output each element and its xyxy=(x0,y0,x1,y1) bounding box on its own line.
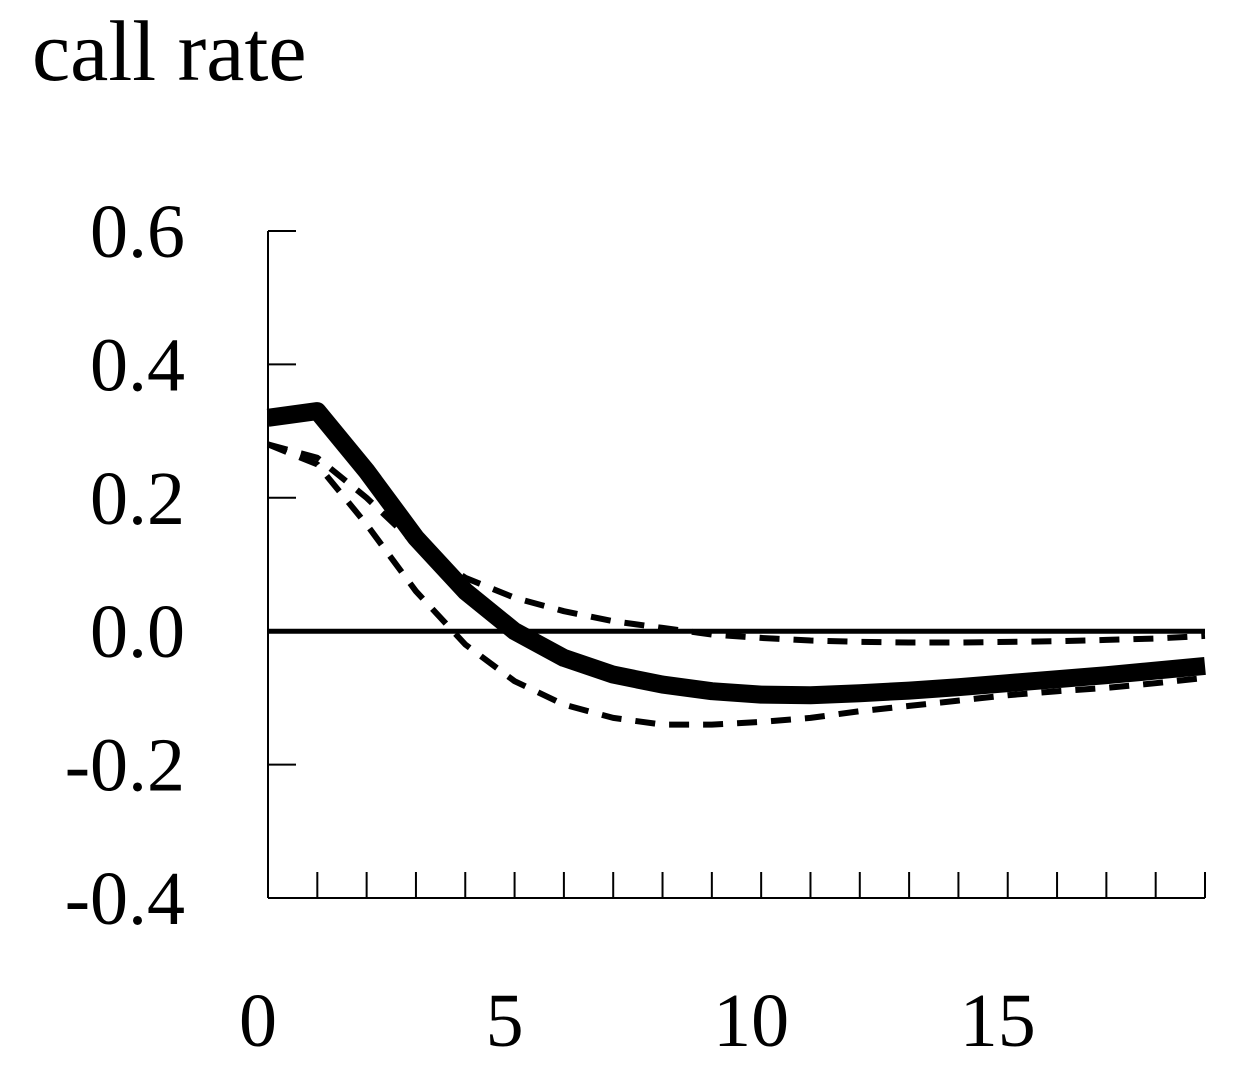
axes-layer xyxy=(267,230,1206,899)
y-tick-label: 0.2 xyxy=(90,457,185,541)
series-line-dashed-upper xyxy=(267,441,1206,646)
series-line-dashed-lower xyxy=(266,441,1206,728)
y-tick-label: 0.0 xyxy=(90,590,185,674)
x-tick-label: 10 xyxy=(713,979,789,1063)
series-layer xyxy=(266,402,1206,728)
x-tick-label: 15 xyxy=(960,979,1036,1063)
y-tick-label: 0.6 xyxy=(90,190,185,274)
y-tick-label: 0.4 xyxy=(90,323,185,407)
x-tick-label: 5 xyxy=(486,979,524,1063)
series-line-solid-thick xyxy=(266,402,1206,705)
chart-title: call rate xyxy=(32,3,307,99)
y-tick-label: -0.2 xyxy=(65,724,185,808)
x-tick-label: 0 xyxy=(239,979,277,1063)
tick-labels-layer: 0.6 0.4 0.2 0.0 -0.2 -0.4 0 5 10 15 xyxy=(65,190,1036,1063)
y-tick-label: -0.4 xyxy=(65,857,185,941)
